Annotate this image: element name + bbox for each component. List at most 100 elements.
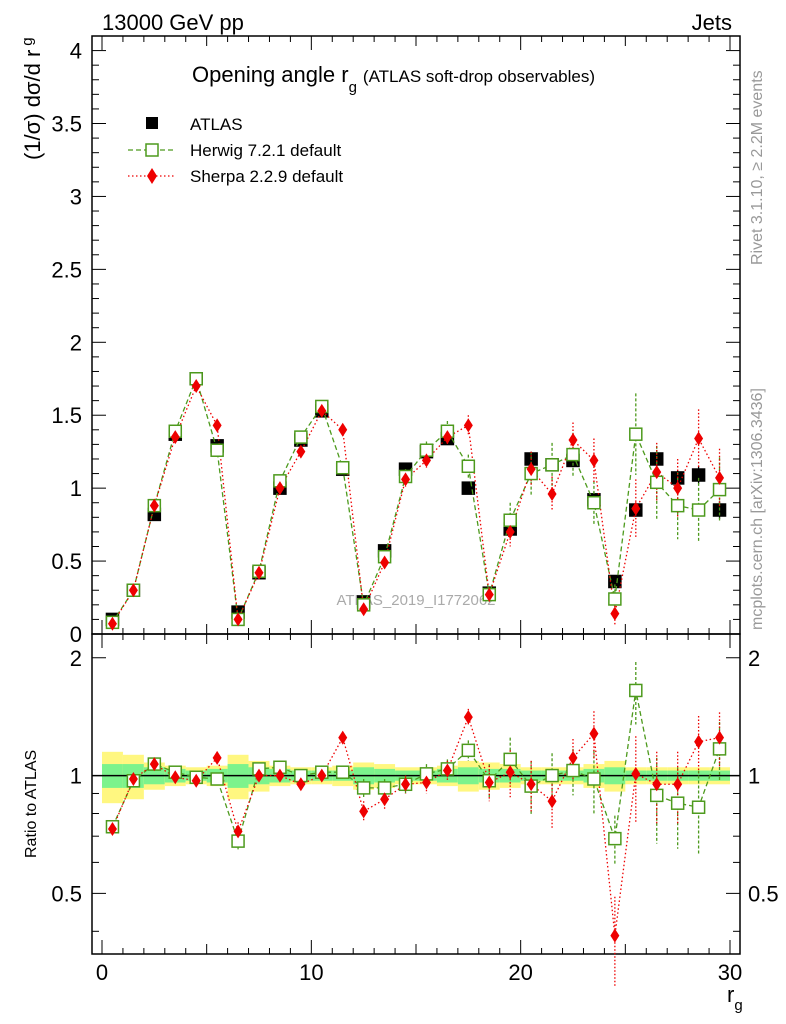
herwig-point [629, 427, 643, 441]
sherpa-ratio-point [107, 822, 117, 837]
title-tail: (ATLAS soft-drop observables) [363, 67, 595, 86]
sherpa-point [673, 481, 683, 496]
sherpa-ratio-point [149, 757, 159, 772]
main-ytick-label: 3.5 [51, 112, 82, 137]
herwig-ratio-point [670, 796, 685, 810]
sherpa-ratio-point [275, 768, 285, 783]
sherpa-ratio-line [111, 715, 720, 936]
herwig-ratio-point [587, 772, 601, 786]
herwig-point [587, 495, 601, 510]
ratio-ytick-label-right: 1 [748, 764, 760, 789]
legend-herwig-marker [145, 143, 159, 157]
herwig-point [608, 592, 622, 606]
sherpa-point [212, 418, 222, 433]
sherpa-point [631, 501, 641, 516]
herwig-ratio-point [566, 763, 580, 778]
legend: ATLAS Herwig 7.2.1 default Sherpa 2.2.9 … [128, 115, 343, 186]
sherpa-point [526, 462, 536, 477]
sherpa-ratio-point [463, 710, 473, 725]
sherpa-ratio-point [547, 794, 557, 809]
herwig-ratio-point [335, 765, 350, 779]
main-ytick-label: 2.5 [51, 257, 82, 282]
ratio-ytick-label-right: 0.5 [748, 881, 779, 906]
herwig-ratio-point [712, 742, 727, 756]
sherpa-ratio-point [170, 770, 180, 785]
sherpa-point [338, 422, 348, 437]
ratio-series-group [105, 662, 727, 986]
herwig-point [335, 460, 350, 475]
herwig-ratio-point [503, 752, 517, 767]
sherpa-point [149, 498, 159, 513]
atlas-point [691, 468, 706, 482]
xlabel-text: r [727, 982, 734, 1007]
herwig-ratio-point [691, 800, 706, 814]
main-ytick-label: 4 [70, 39, 82, 64]
sherpa-point [547, 486, 557, 501]
herwig-point [712, 482, 727, 497]
plot-title: Opening angle rg (ATLAS soft-drop observa… [192, 62, 595, 96]
herwig-ratio-point [356, 781, 371, 795]
herwig-point [294, 430, 308, 444]
sherpa-point [317, 403, 327, 418]
herwig-point [210, 443, 224, 457]
herwig-ratio-line [111, 690, 721, 844]
sherpa-ratio-point [631, 766, 641, 781]
sherpa-point [233, 612, 243, 627]
main-ytick-label: 1 [70, 476, 82, 501]
sherpa-point [484, 587, 494, 602]
main-ytick-label: 2 [70, 330, 82, 355]
herwig-ratio-point [377, 781, 392, 795]
xlabel-sub: g [734, 997, 742, 1014]
title-main: Opening angle r [192, 62, 349, 87]
xtick-labels: 0 10 20 30 [96, 960, 742, 985]
ratio-ytick-label-left: 0.5 [51, 881, 82, 906]
sherpa-point [694, 431, 704, 446]
main-ylabel-text: (1/σ) dσ/d r [20, 50, 45, 160]
sherpa-point [359, 602, 369, 617]
herwig-ratio-point [545, 768, 559, 783]
watermark: ATLAS_2019_I1772062 [336, 592, 495, 609]
sherpa-ratio-point [380, 792, 390, 807]
ratio-ytick-label-right: 2 [748, 646, 760, 671]
sherpa-line [111, 384, 721, 625]
sherpa-point [380, 555, 390, 570]
herwig-ratio-point [629, 683, 643, 698]
main-ytick-labels: 0 0.5 1 1.5 2 2.5 3 3.5 4 [51, 39, 82, 647]
ratio-panel-frame [91, 633, 741, 955]
sherpa-point [610, 606, 620, 621]
sherpa-ratio-point [421, 775, 431, 790]
sherpa-ratio-point [715, 730, 725, 745]
sherpa-ratio-point [442, 763, 452, 778]
legend-sherpa-label: Sherpa 2.2.9 default [190, 167, 343, 186]
sherpa-point [107, 616, 117, 631]
sherpa-ratio-point [526, 777, 536, 792]
main-ytick-label: 1.5 [51, 403, 82, 428]
sherpa-ratio-point [212, 750, 222, 765]
axis-ticks [92, 36, 740, 954]
mcplots-label: mcplots.cern.ch [arXiv:1306.3436] [749, 388, 766, 630]
sherpa-ratio-point [694, 734, 704, 749]
sherpa-ratio-point [673, 777, 683, 792]
main-ytick-label: 0 [70, 622, 82, 647]
sherpa-ratio-point [401, 777, 411, 792]
ratio-ytick-label-left: 2 [70, 646, 82, 671]
sherpa-point [128, 583, 138, 598]
main-ylabel-sub: g [19, 37, 36, 45]
xtick-label: 20 [508, 960, 532, 985]
main-ytick-label: 3 [70, 184, 82, 209]
herwig-ratio-point [608, 831, 622, 846]
sherpa-ratio-point [338, 730, 348, 745]
main-ytick-label: 0.5 [51, 549, 82, 574]
sherpa-ratio-point [233, 824, 243, 839]
legend-sherpa-marker [147, 168, 157, 184]
herwig-point [461, 459, 476, 474]
sherpa-ratio-point [568, 750, 578, 765]
xlabel: rg [727, 982, 743, 1014]
sherpa-point [505, 524, 515, 539]
sherpa-point [275, 481, 285, 496]
sherpa-point [421, 453, 431, 468]
main-ylabel: (1/σ) dσ/d r g [19, 37, 45, 160]
herwig-point [503, 513, 517, 527]
rivet-label: Rivet 3.1.10, ≥ 2.2M events [749, 70, 766, 265]
